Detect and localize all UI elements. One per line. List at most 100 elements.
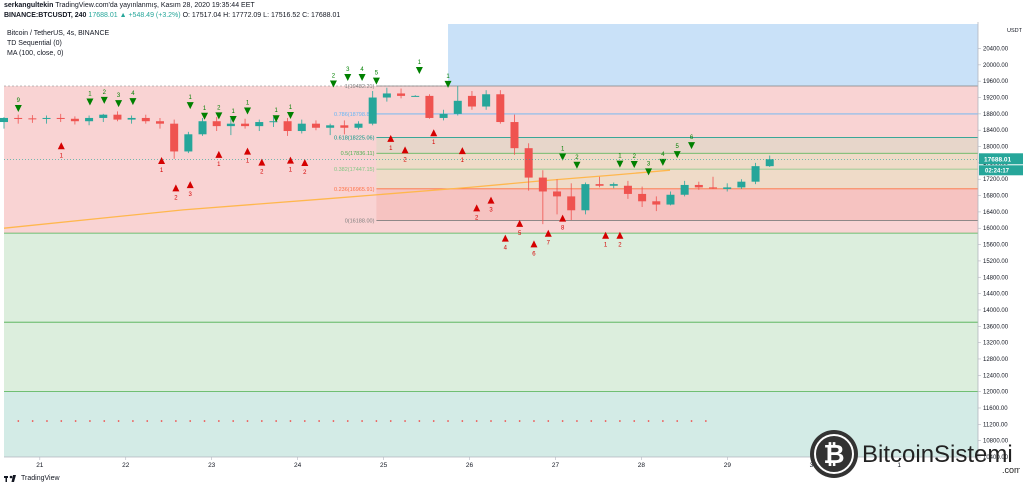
dotted-marker xyxy=(475,420,478,422)
td-up-arrow-icon xyxy=(659,158,667,166)
dotted-marker xyxy=(318,420,321,422)
candle-body xyxy=(56,117,65,119)
candle-body xyxy=(482,94,491,107)
td-down-arrow-icon xyxy=(501,234,509,242)
td-up-arrow-icon xyxy=(616,160,624,168)
zones-layer xyxy=(4,24,978,457)
price-tick-label: 18800.00 xyxy=(983,112,1009,118)
axes-layer: 20400.00 20000.00 19600.00 19200.00 18800.00… xyxy=(4,22,1024,474)
td-down-count: 2 xyxy=(303,170,307,176)
dotted-marker xyxy=(561,420,564,422)
td-up-arrow-icon xyxy=(201,112,209,120)
price-change: +548.49 (+3.2%) xyxy=(128,12,181,19)
td-up-arrow-icon xyxy=(630,160,638,168)
time-tick-label: 29 xyxy=(724,462,732,469)
price-tick-label: 19200.00 xyxy=(983,96,1009,102)
candle-body xyxy=(283,121,292,132)
header-line-2: BINANCE:BTCUSDT, 240 17688.01 ▲ +548.49 … xyxy=(4,12,340,19)
td-down-arrow-icon xyxy=(172,184,180,192)
fib-level-label: 0.236(16965.91) xyxy=(334,187,375,193)
watermark-text: BitcoinSistemi xyxy=(862,441,1013,468)
candle-body xyxy=(567,196,576,211)
footer-brand[interactable]: TradingView xyxy=(4,474,60,482)
dotted-marker xyxy=(676,420,679,422)
td-up-count: 5 xyxy=(676,144,680,150)
td-down-count: 1 xyxy=(432,140,436,146)
td-down-count: 2 xyxy=(174,195,178,201)
price-tick-label: 20000.00 xyxy=(983,63,1009,69)
candle-body xyxy=(170,123,179,152)
td-up-arrow-icon xyxy=(14,105,22,113)
current-price-label: 17688.01 xyxy=(984,156,1011,163)
candle-body xyxy=(297,123,306,132)
bitcoinsistemi-logo: ₿ BitcoinSistemi .com xyxy=(810,430,1020,478)
fib-level-label: 0.382(17447.15) xyxy=(334,167,375,173)
td-up-arrow-icon xyxy=(358,73,366,81)
price-tick-label: 12800.00 xyxy=(983,357,1009,363)
legend-td-sequential[interactable]: TD Sequential (0) xyxy=(7,40,62,47)
td-up-count: 4 xyxy=(360,67,364,73)
candle-body xyxy=(14,117,23,119)
dotted-marker xyxy=(604,420,607,422)
candle-body xyxy=(113,114,122,120)
price-chart[interactable]: 1(19482.21) 0.786(18798.82) 0.618(18225.06… xyxy=(0,22,1024,474)
fib-level-label: 0.618(18225.06) xyxy=(334,135,375,141)
candle-body xyxy=(524,148,533,178)
candle-body xyxy=(623,185,632,194)
td-up-arrow-icon xyxy=(129,98,137,106)
chart-legend: Bitcoin / TetherUS, 4s, BINANCE TD Seque… xyxy=(7,29,109,59)
td-up-arrow-icon xyxy=(229,116,237,124)
td-up-count: 1 xyxy=(618,154,622,160)
candle-body xyxy=(680,184,689,195)
td-up-arrow-icon xyxy=(645,168,653,176)
dotted-marker xyxy=(17,420,20,422)
td-down-count: 2 xyxy=(260,170,264,176)
dotted-marker xyxy=(690,420,693,422)
td-up-arrow-icon xyxy=(329,80,337,88)
dotted-marker xyxy=(160,420,163,422)
candle-body xyxy=(765,159,774,167)
td-up-arrow-icon xyxy=(415,67,423,75)
candle-body xyxy=(212,121,221,127)
td-up-arrow-icon xyxy=(215,112,223,120)
candle-body xyxy=(368,97,377,124)
td-down-count: 1 xyxy=(289,168,293,174)
td-down-arrow-icon xyxy=(186,181,194,189)
td-down-arrow-icon xyxy=(301,159,309,167)
dotted-marker xyxy=(132,420,134,422)
td-up-count: 5 xyxy=(375,71,379,77)
td-down-count: 8 xyxy=(561,226,565,232)
current-price-tag xyxy=(979,153,1023,165)
td-up-arrow-icon xyxy=(673,151,681,159)
td-down-arrow-icon xyxy=(458,147,466,155)
price-tick-label: 19600.00 xyxy=(983,79,1009,85)
td-down-count: 1 xyxy=(604,243,608,249)
td-down-arrow-icon xyxy=(516,219,524,227)
td-up-count: 1 xyxy=(561,147,565,153)
legend-moving-average[interactable]: MA (100, close, 0) xyxy=(7,50,64,57)
td-up-count: 1 xyxy=(203,106,207,112)
dotted-marker xyxy=(174,420,177,422)
dotted-marker xyxy=(117,420,120,422)
dotted-marker xyxy=(46,420,48,422)
td-down-arrow-icon xyxy=(387,134,395,142)
price-tick-label: 13200.00 xyxy=(983,341,1009,347)
time-tick-label: 28 xyxy=(638,462,646,469)
candle-body xyxy=(70,118,79,122)
price-tick-label: 12400.00 xyxy=(983,373,1009,379)
candle-body xyxy=(198,121,207,135)
td-up-arrow-icon xyxy=(86,98,94,106)
legend-title[interactable]: Bitcoin / TetherUS, 4s, BINANCE xyxy=(7,30,110,37)
candle-body xyxy=(496,94,505,123)
low-price: L: 17516.52 xyxy=(263,12,301,19)
td-down-arrow-icon xyxy=(487,196,495,204)
author-name[interactable]: serkangultekin xyxy=(4,2,54,9)
dotted-marker xyxy=(647,420,650,422)
td-down-count: 1 xyxy=(246,159,250,165)
td-down-arrow-icon xyxy=(559,214,567,222)
footer-brand-label: TradingView xyxy=(21,474,60,482)
dotted-marker xyxy=(303,420,306,422)
dotted-marker xyxy=(260,420,263,422)
td-down-arrow-icon xyxy=(57,142,65,150)
td-down-count: 5 xyxy=(518,231,522,237)
